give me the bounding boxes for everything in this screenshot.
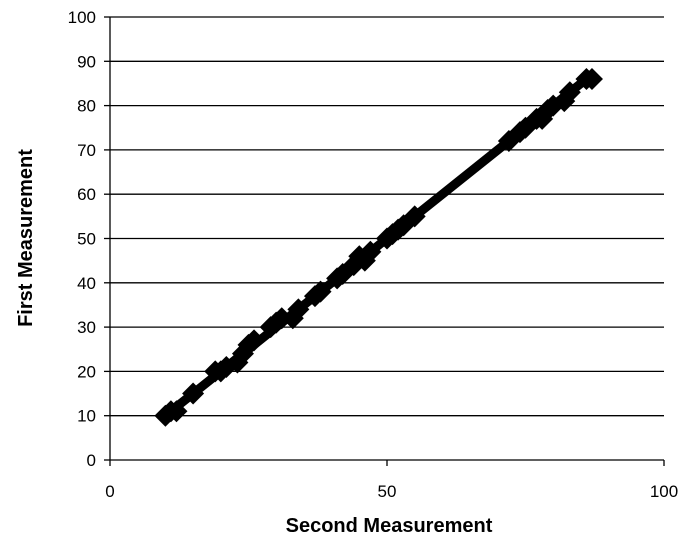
tick-labels: 0 10 20 30 40 50 60 70 80 90 100 0 50 100 <box>68 8 679 501</box>
y-tick-label-30: 30 <box>77 318 96 337</box>
axes <box>104 16 665 466</box>
x-tick-label-0: 0 <box>105 482 114 501</box>
data-point-28 <box>403 205 426 228</box>
data-point-23 <box>359 240 382 263</box>
data-point-3 <box>182 382 205 405</box>
data-point-37 <box>558 81 581 104</box>
x-tick-label-100: 100 <box>650 482 678 501</box>
data-point-20 <box>342 254 365 277</box>
y-tick-label-10: 10 <box>77 407 96 426</box>
x-tick-label-50: 50 <box>378 482 397 501</box>
data-point-10 <box>243 329 266 352</box>
x-axis-title: Second Measurement <box>286 515 493 536</box>
y-tick-label-0: 0 <box>87 451 96 470</box>
y-tick-label-40: 40 <box>77 274 96 293</box>
data-point-15 <box>287 298 310 321</box>
data-points <box>154 68 603 427</box>
y-tick-label-50: 50 <box>77 230 96 249</box>
y-tick-label-20: 20 <box>77 362 96 381</box>
y-tick-label-60: 60 <box>77 185 96 204</box>
y-tick-label-90: 90 <box>77 52 96 71</box>
data-point-39 <box>580 68 603 91</box>
y-tick-label-80: 80 <box>77 97 96 116</box>
gridlines <box>110 16 664 417</box>
data-point-17 <box>309 280 332 303</box>
y-axis-title: First Measurement <box>15 149 37 327</box>
data-point-2 <box>165 400 188 423</box>
y-tick-label-70: 70 <box>77 141 96 160</box>
data-point-13 <box>270 307 293 330</box>
y-tick-label-100: 100 <box>68 8 96 27</box>
